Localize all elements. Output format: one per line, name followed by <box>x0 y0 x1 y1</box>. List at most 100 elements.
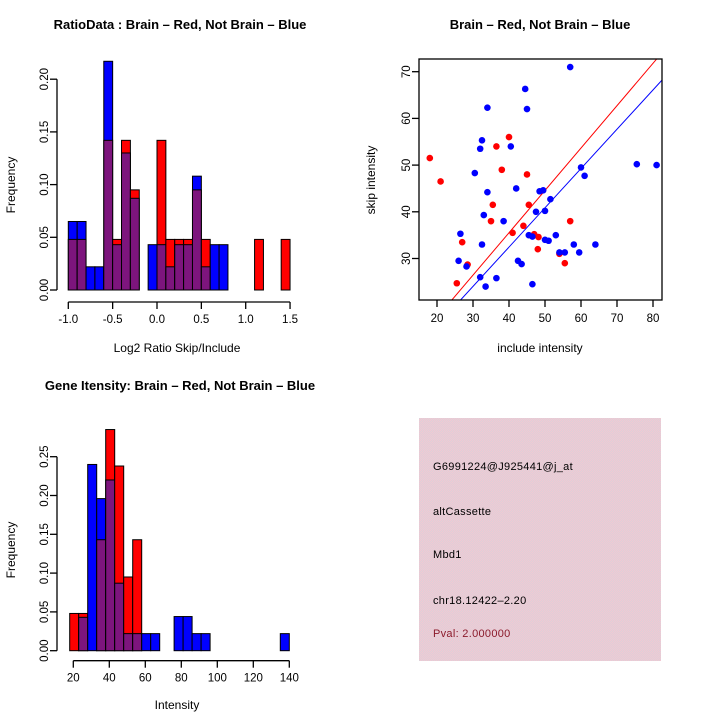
y-axis-tick-label: 0.00 <box>39 640 51 662</box>
scatter-point-blue <box>545 237 552 245</box>
y-axis-tick-label: 0.00 <box>39 279 51 301</box>
x-axis-tick-label: 50 <box>539 313 552 325</box>
x-axis-tick-label: 60 <box>139 673 152 685</box>
scatter-point-blue <box>471 169 479 177</box>
scatter-point-blue <box>512 185 520 192</box>
y-axis-tick-label: 0.15 <box>39 121 51 143</box>
scatter-point-blue <box>592 241 599 248</box>
gene-event-type: altCassette <box>433 506 492 518</box>
hist-bar-overlap <box>76 238 87 291</box>
hist-bar-overlap <box>121 152 131 291</box>
scatter-point-red <box>566 217 574 225</box>
y-axis-tick-label: 0.10 <box>39 173 51 195</box>
gene-histogram-bars <box>69 429 290 652</box>
x-axis-tick-label: 20 <box>67 673 80 685</box>
scatter-point-red <box>489 201 497 209</box>
scatter-point-blue <box>482 283 489 290</box>
scatter-point-blue <box>478 241 486 248</box>
scatter-point-red <box>498 166 506 174</box>
y-axis-tick-label: 50 <box>401 159 413 172</box>
scatter-ylabel: skip intensity <box>364 146 378 215</box>
gene-histogram-xlabel: Intensity <box>155 698 200 712</box>
hist-bar-blue <box>209 244 220 291</box>
gene-histogram-ylabel: Frequency <box>4 522 18 579</box>
scatter-point-blue <box>577 164 585 171</box>
scatter-point-red <box>509 229 516 237</box>
scatter-point-blue <box>575 249 583 256</box>
y-axis-tick-label: 0.10 <box>39 562 51 584</box>
gene-histogram-title: Gene Itensity: Brain – Red, Not Brain – … <box>45 378 315 393</box>
scatter-plot-area <box>426 59 662 300</box>
scatter-point-blue <box>541 207 549 215</box>
scatter-point-red <box>523 171 531 178</box>
scatter-point-blue <box>507 143 515 150</box>
scatter-point-blue <box>566 63 574 71</box>
hist-bar-blue <box>173 616 184 652</box>
plot-box <box>418 58 663 301</box>
x-axis-tick-label: 140 <box>280 673 299 685</box>
hist-bar-blue <box>182 616 193 652</box>
scatter-point-blue <box>552 231 560 239</box>
x-axis-tick-label: 40 <box>103 673 116 685</box>
intensity-scatter-panel: Brain – Red, Not Brain – Blue 20 30 40 50 60… <box>364 17 663 355</box>
x-axis-tick-label: 0.5 <box>193 314 209 326</box>
hist-bar-red <box>254 238 264 291</box>
gene-symbol: Mbd1 <box>433 549 462 561</box>
scatter-point-blue <box>480 211 488 219</box>
hist-bar-blue <box>150 633 161 652</box>
hist-bar-overlap <box>183 244 193 291</box>
hist-bar-overlap <box>123 633 134 652</box>
scatter-xlabel: include intensity <box>497 341 582 355</box>
hist-bar-overlap <box>96 539 107 652</box>
hist-bar-blue <box>141 633 152 652</box>
scatter-point-blue <box>581 172 588 180</box>
gene-pval: Pval: 2.000000 <box>433 628 511 640</box>
hist-bar-blue <box>279 633 290 652</box>
scatter-point-red <box>520 222 527 230</box>
x-axis-tick-label: 120 <box>244 673 263 685</box>
scatter-point-blue <box>570 241 578 248</box>
gene-histogram-axes: 20 40 60 80 100 120 140 0.00 0.05 0.10 0.15 0.20 0.2… <box>39 446 299 685</box>
hist-bar-overlap <box>67 238 78 291</box>
scatter-point-blue <box>556 249 563 256</box>
hist-bar-overlap <box>200 266 211 291</box>
x-axis-tick-label: 80 <box>175 673 188 685</box>
hist-bar-blue <box>191 633 202 652</box>
brain-fit-line <box>451 59 657 300</box>
hist-bar-blue <box>200 633 211 652</box>
scatter-point-blue <box>476 273 484 281</box>
ratio-histogram-axes: -1.0 -0.5 0.0 0.5 1.0 1.5 0.00 0.05 0.10 0.15 0.20 <box>39 68 298 326</box>
scatter-point-blue <box>529 233 536 240</box>
y-axis-tick-label: 70 <box>401 65 413 78</box>
x-axis-tick-label: -0.5 <box>103 314 123 326</box>
x-axis-tick-label: 20 <box>431 313 444 325</box>
scatter-point-blue <box>523 105 531 113</box>
scatter-point-blue <box>539 187 547 194</box>
scatter-point-blue <box>484 188 491 196</box>
y-axis-tick-label: 40 <box>401 205 413 218</box>
scatter-point-red <box>561 259 569 267</box>
x-axis-tick-label: 100 <box>208 673 227 685</box>
y-axis-tick-label: 0.15 <box>39 523 51 545</box>
hist-bar-overlap <box>174 244 185 291</box>
scatter-point-blue <box>653 161 660 169</box>
hist-bar-blue <box>218 244 229 291</box>
scatter-title: Brain – Red, Not Brain – Blue <box>450 17 631 32</box>
scatter-point-red <box>426 154 434 162</box>
y-axis-tick-label: 0.05 <box>39 601 51 623</box>
ratio-histogram-title: RatioData : Brain – Red, Not Brain – Blu… <box>54 17 307 32</box>
scatter-point-blue <box>476 145 484 153</box>
hist-bar-overlap <box>165 266 176 291</box>
scatter-point-blue <box>521 85 529 93</box>
gene-location: chr18.12422–2.20 <box>433 595 527 607</box>
x-axis-tick-label: 40 <box>503 313 516 325</box>
hist-bar-overlap <box>78 616 89 652</box>
hist-bar-blue <box>94 266 105 291</box>
gene-probe-id: G6991224@J925441@j_at <box>433 461 573 473</box>
hist-bar-blue <box>147 244 158 291</box>
not-brain-fit-line <box>459 79 662 300</box>
x-axis-tick-label: 1.5 <box>282 314 298 326</box>
gene-info-panel: G6991224@J925441@j_at altCassette Mbd1 c… <box>419 418 661 661</box>
scatter-point-blue <box>547 195 554 203</box>
